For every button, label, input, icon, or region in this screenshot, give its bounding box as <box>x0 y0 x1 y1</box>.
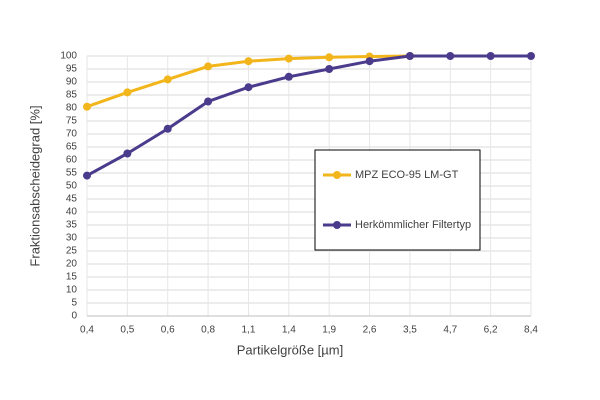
series-marker <box>163 75 172 84</box>
series-marker <box>244 83 253 92</box>
x-tick-label: 6,2 <box>484 325 498 336</box>
series-marker <box>365 57 374 66</box>
series-marker <box>123 88 132 97</box>
y-tick-label: 50 <box>66 181 78 192</box>
series-marker <box>486 52 495 60</box>
y-tick-label: 100 <box>60 51 77 62</box>
series-marker <box>325 65 334 73</box>
y-tick-label: 10 <box>66 285 78 296</box>
x-tick-label: 3,5 <box>403 325 417 336</box>
series-marker <box>244 57 253 66</box>
x-tick-label: 1,1 <box>242 325 256 336</box>
y-tick-label: 25 <box>66 246 78 257</box>
y-tick-label: 75 <box>66 116 78 127</box>
y-tick-label: 20 <box>66 259 78 270</box>
y-tick-label: 55 <box>66 168 78 179</box>
x-tick-label: 1,9 <box>322 325 336 336</box>
x-tick-label: 0,5 <box>120 325 134 336</box>
x-tick-label: 0,8 <box>201 325 215 336</box>
legend-marker <box>333 171 341 179</box>
y-tick-label: 70 <box>66 129 78 140</box>
y-tick-label: 15 <box>66 272 78 283</box>
y-tick-label: 90 <box>66 77 78 88</box>
x-tick-label: 8,4 <box>524 325 538 336</box>
series-marker <box>163 124 172 133</box>
legend-label: Herkömmlicher Filtertyp <box>355 219 471 231</box>
series-marker <box>83 102 91 111</box>
y-tick-label: 35 <box>66 220 78 231</box>
y-tick-label: 85 <box>66 90 78 101</box>
legend-box <box>314 149 481 251</box>
series-marker <box>325 53 334 62</box>
series-marker <box>284 72 293 81</box>
x-tick-label: 4,7 <box>443 325 457 336</box>
legend-marker <box>333 221 341 229</box>
y-tick-label: 65 <box>66 142 78 153</box>
y-tick-label: 40 <box>66 207 78 218</box>
x-tick-label: 2,6 <box>363 325 377 336</box>
x-tick-label: 1,4 <box>282 325 296 336</box>
series-marker <box>204 62 213 71</box>
y-tick-label: 0 <box>71 311 77 322</box>
x-tick-label: 0,6 <box>161 325 175 336</box>
y-axis-title: Fraktionsabscheidegrad [%] <box>27 105 42 266</box>
series-marker <box>284 54 293 63</box>
series-marker <box>204 97 213 106</box>
series-marker <box>405 52 414 60</box>
series-line <box>86 54 531 177</box>
series-marker <box>446 52 455 60</box>
x-axis-title: Partikelgröße [µm] <box>237 342 343 357</box>
series-marker <box>123 149 132 158</box>
y-tick-label: 80 <box>66 103 78 114</box>
x-tick-label: 0,4 <box>80 325 94 336</box>
y-tick-label: 45 <box>66 194 78 205</box>
y-tick-label: 95 <box>66 64 78 75</box>
y-tick-label: 60 <box>66 155 78 166</box>
y-tick-label: 30 <box>66 233 78 244</box>
series-marker <box>83 171 91 180</box>
y-tick-label: 5 <box>71 298 77 309</box>
series-marker <box>527 52 535 60</box>
legend-label: MPZ ECO-95 LM-GT <box>355 169 459 181</box>
